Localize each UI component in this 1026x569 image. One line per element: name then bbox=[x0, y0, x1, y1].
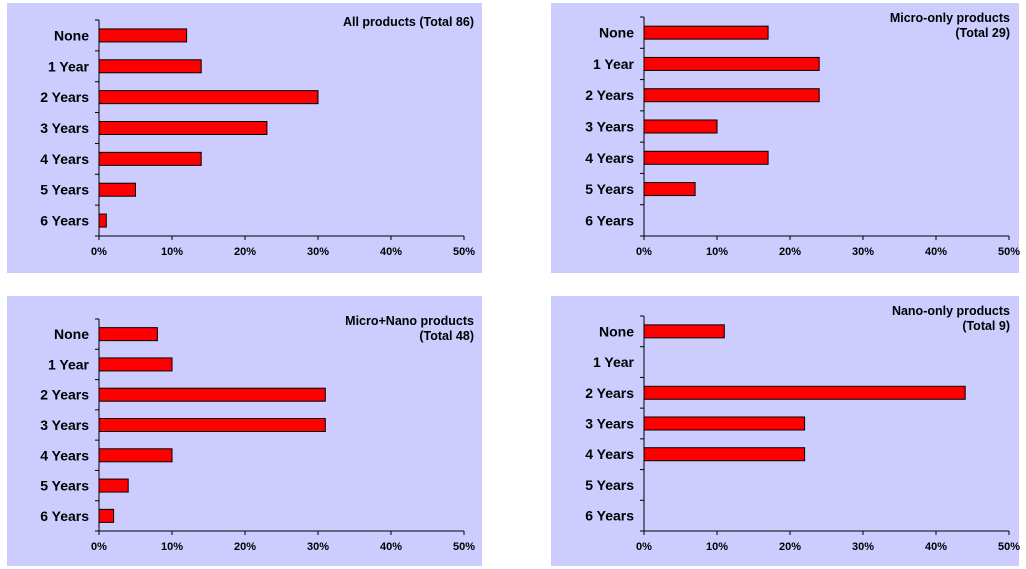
y-tick-label: 3 Years bbox=[585, 119, 634, 135]
y-tick-label: 4 Years bbox=[40, 447, 89, 463]
x-tick-label: 10% bbox=[161, 541, 183, 553]
chart-title: All products (Total 86) bbox=[343, 15, 474, 30]
x-tick-label: 20% bbox=[234, 246, 256, 258]
bar bbox=[643, 88, 820, 103]
chart-plot: None 1 Year 2 Years 3 Years 4 Years 5 Years 6 … bbox=[40, 318, 475, 553]
y-tick-label: 2 Years bbox=[585, 87, 634, 103]
chart-title-line: (Total 9) bbox=[962, 319, 1010, 333]
bar bbox=[98, 387, 326, 402]
y-tick-label: None bbox=[599, 323, 634, 339]
y-tick-label: 4 Years bbox=[40, 151, 89, 167]
x-tick-label: 10% bbox=[706, 246, 728, 258]
chart-title-line: (Total 29) bbox=[955, 26, 1010, 40]
y-tick-label: 5 Years bbox=[585, 477, 634, 493]
y-tick-label: None bbox=[54, 326, 89, 342]
y-tick-label: 5 Years bbox=[585, 181, 634, 197]
y-tick-label: 5 Years bbox=[40, 182, 89, 198]
y-tick-label: None bbox=[54, 27, 89, 43]
x-tick-label: 0% bbox=[91, 541, 107, 553]
bar bbox=[98, 213, 107, 228]
chart-plot: None 1 Year 2 Years 3 Years 4 Years 5 Years 6 … bbox=[585, 315, 1020, 553]
chart-title-line: All products (Total 86) bbox=[342, 15, 474, 29]
y-tick-label: 2 Years bbox=[40, 387, 89, 403]
y-tick-label: 3 Years bbox=[585, 416, 634, 432]
x-tick-label: 20% bbox=[234, 541, 256, 553]
x-tick-label: 0% bbox=[91, 246, 107, 258]
chart-panel-micro-only: None 1 Year 2 Years 3 Years 4 Years 5 Years 6 … bbox=[551, 3, 1020, 273]
bar bbox=[643, 182, 696, 197]
bar bbox=[643, 416, 806, 431]
bar bbox=[98, 182, 136, 197]
y-tick-label: 1 Year bbox=[48, 356, 90, 372]
y-tick-label: 3 Years bbox=[40, 120, 89, 136]
y-tick-label: 1 Year bbox=[593, 354, 635, 370]
y-tick-label: 5 Years bbox=[40, 478, 89, 494]
x-tick-label: 50% bbox=[453, 541, 475, 553]
y-tick-label: 6 Years bbox=[40, 508, 89, 524]
x-tick-label: 50% bbox=[998, 246, 1020, 258]
bar bbox=[98, 28, 188, 43]
bar bbox=[98, 59, 202, 74]
chart-title: Micro-only products (Total 29) bbox=[890, 11, 1010, 41]
x-tick-label: 40% bbox=[380, 541, 402, 553]
y-tick-label: 1 Year bbox=[48, 58, 90, 74]
y-tick-label: 2 Years bbox=[585, 385, 634, 401]
bar bbox=[643, 324, 725, 339]
bar bbox=[98, 327, 158, 342]
y-tick-label: 6 Years bbox=[40, 213, 89, 229]
chart-plot: None 1 Year 2 Years 3 Years 4 Years 5 Years 6 … bbox=[40, 19, 475, 258]
bar bbox=[98, 90, 319, 105]
bar bbox=[643, 119, 718, 134]
x-tick-label: 30% bbox=[307, 246, 329, 258]
bar bbox=[98, 357, 173, 372]
chart-panel-micro-nano: None 1 Year 2 Years 3 Years 4 Years 5 Years 6 … bbox=[7, 296, 482, 566]
chart-title-line: Nano-only products bbox=[891, 304, 1010, 318]
y-tick-label: 2 Years bbox=[40, 89, 89, 105]
x-tick-label: 20% bbox=[779, 541, 801, 553]
chart-title-line: Micro+Nano products bbox=[345, 314, 474, 328]
x-tick-label: 40% bbox=[925, 246, 947, 258]
bar bbox=[98, 508, 115, 523]
bar bbox=[98, 121, 268, 135]
bar bbox=[98, 151, 202, 166]
x-tick-label: 0% bbox=[636, 246, 652, 258]
bar bbox=[98, 418, 326, 432]
chart-title: Micro+Nano products (Total 48) bbox=[345, 314, 474, 344]
x-tick-label: 40% bbox=[380, 246, 402, 258]
x-tick-label: 20% bbox=[779, 246, 801, 258]
bar bbox=[643, 25, 769, 40]
chart-title-line: (Total 48) bbox=[419, 329, 474, 343]
x-tick-label: 50% bbox=[453, 246, 475, 258]
chart-panel-nano-only: None 1 Year 2 Years 3 Years 4 Years 5 Years 6 … bbox=[551, 296, 1020, 566]
chart-plot: None 1 Year 2 Years 3 Years 4 Years 5 Years 6 … bbox=[585, 16, 1020, 258]
x-tick-label: 50% bbox=[998, 541, 1020, 553]
chart-panel-all-products: None 1 Year 2 Years 3 Years 4 Years 5 Years 6 … bbox=[7, 3, 482, 273]
bar bbox=[98, 478, 129, 493]
y-tick-label: 3 Years bbox=[40, 417, 89, 433]
y-tick-label: 1 Year bbox=[593, 56, 635, 72]
x-tick-label: 10% bbox=[161, 246, 183, 258]
bar bbox=[643, 150, 769, 165]
x-tick-label: 40% bbox=[925, 541, 947, 553]
x-tick-label: 0% bbox=[636, 541, 652, 553]
chart-title-line: Micro-only products bbox=[889, 11, 1010, 25]
bar bbox=[643, 447, 806, 462]
x-tick-label: 30% bbox=[307, 541, 329, 553]
x-tick-label: 30% bbox=[852, 541, 874, 553]
y-tick-label: 6 Years bbox=[585, 212, 634, 228]
y-tick-label: 6 Years bbox=[585, 508, 634, 524]
x-tick-label: 30% bbox=[852, 246, 874, 258]
y-tick-label: None bbox=[599, 25, 634, 41]
y-tick-label: 4 Years bbox=[585, 150, 634, 166]
chart-title: Nano-only products (Total 9) bbox=[892, 304, 1010, 334]
x-tick-label: 10% bbox=[706, 541, 728, 553]
y-tick-label: 4 Years bbox=[585, 446, 634, 462]
bar bbox=[643, 385, 966, 400]
bar bbox=[643, 56, 820, 71]
bar bbox=[98, 448, 173, 463]
